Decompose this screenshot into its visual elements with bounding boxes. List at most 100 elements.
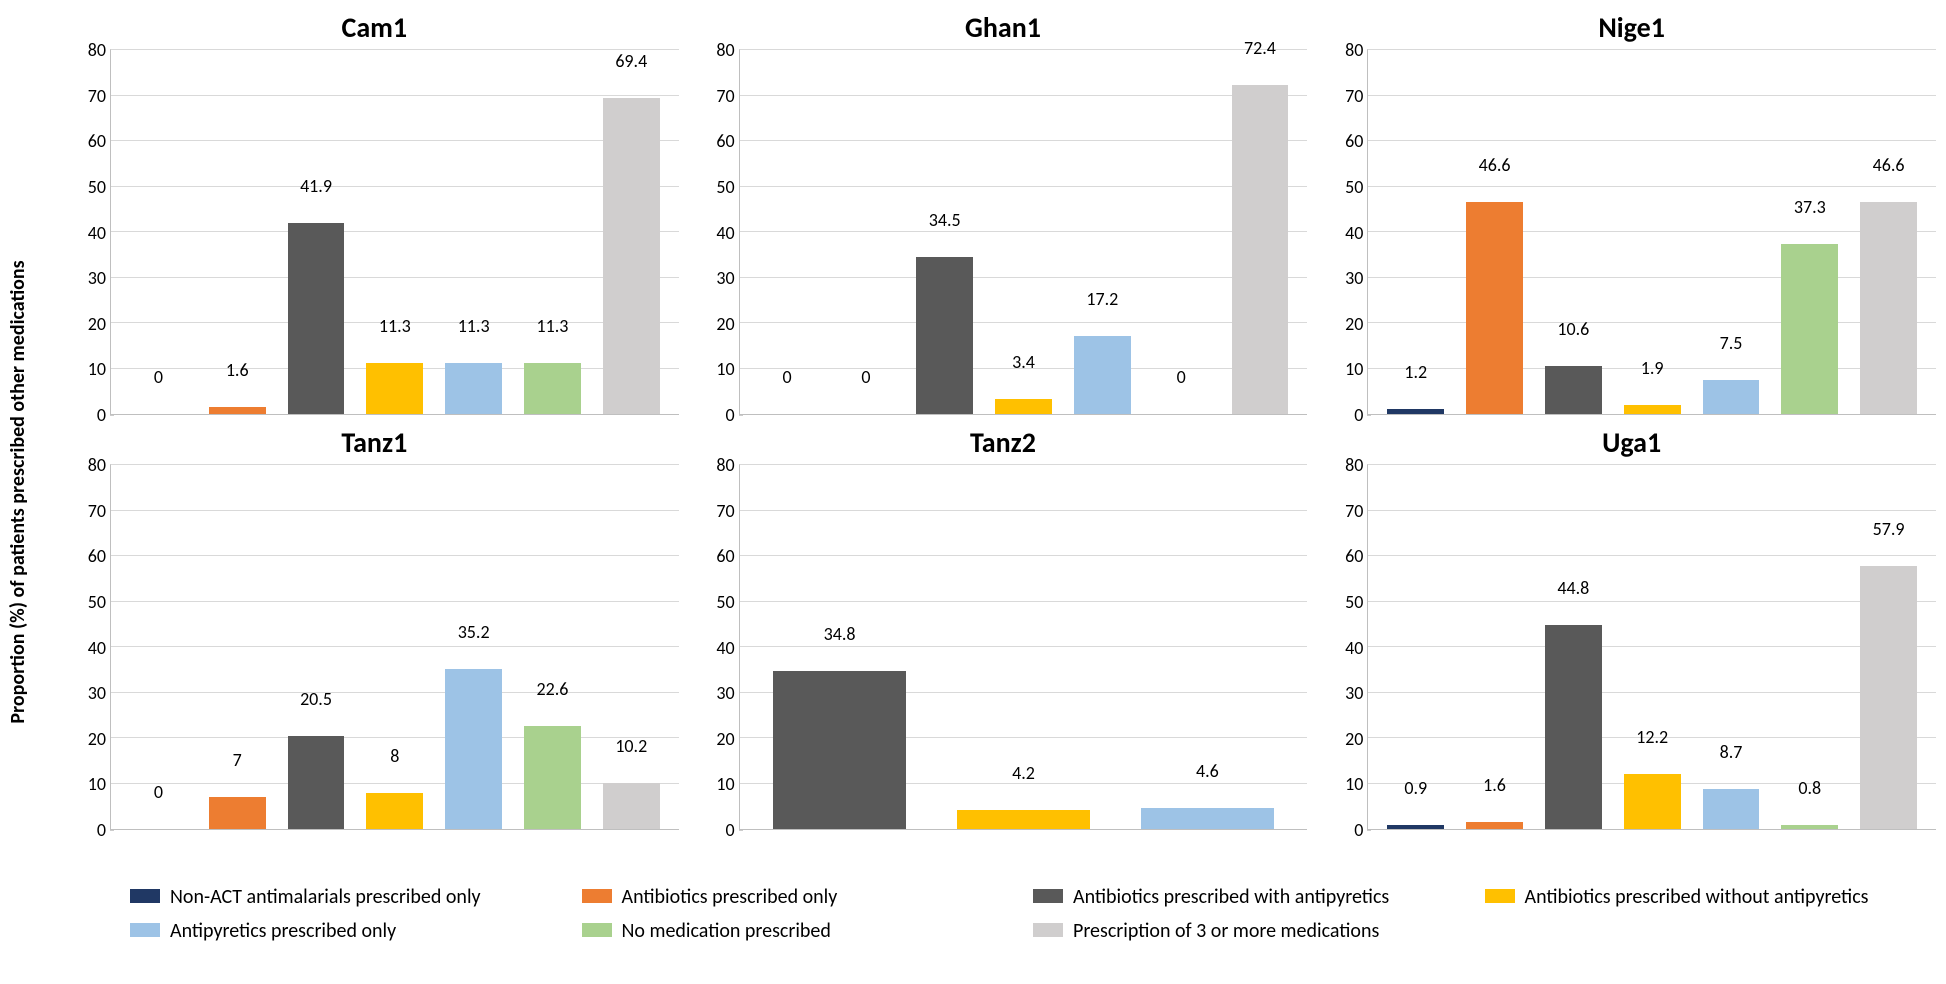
- plot-area: 1.246.610.61.97.537.346.6: [1367, 50, 1936, 415]
- plot-row: 010203040506070800.91.644.812.28.70.857.…: [1327, 465, 1936, 830]
- panel-title: Ghan1: [699, 10, 1308, 45]
- plot-area: 0.91.644.812.28.70.857.9: [1367, 465, 1936, 830]
- bar-value-label: 4.6: [1196, 760, 1219, 784]
- bar-slot: 3.4: [984, 50, 1063, 414]
- y-tick-label: 10: [1327, 358, 1363, 380]
- y-tick-label: 80: [1327, 39, 1363, 61]
- legend-item: No medication prescribed: [582, 919, 1014, 943]
- y-tick-label: 20: [699, 313, 735, 335]
- bar-slot: 4.6: [1115, 465, 1299, 829]
- y-tick-label: 50: [1327, 176, 1363, 198]
- y-tick-label: 40: [70, 637, 106, 659]
- bar: [916, 257, 973, 414]
- y-tick-label: 20: [70, 728, 106, 750]
- y-axis: 01020304050607080: [1327, 465, 1367, 830]
- y-tick-label: 20: [1327, 728, 1363, 750]
- bars-container: 01.641.911.311.311.369.4: [111, 50, 679, 414]
- bar: [524, 726, 581, 829]
- y-tick-label: 10: [699, 358, 735, 380]
- bar-value-label: 37.3: [1794, 196, 1826, 220]
- bar-slot: 0: [826, 50, 905, 414]
- y-tick-label: 20: [70, 313, 106, 335]
- y-tick-label: 30: [1327, 267, 1363, 289]
- bar-value-label: 1.6: [226, 359, 249, 383]
- bars-container: 0034.53.417.2072.4: [740, 50, 1308, 414]
- y-tick-label: 40: [699, 637, 735, 659]
- legend-label: Antibiotics prescribed only: [622, 885, 838, 909]
- bar-value-label: 10.2: [615, 735, 647, 759]
- legend-swatch: [130, 889, 160, 903]
- y-tick-label: 70: [699, 500, 735, 522]
- bar-value-label: 4.2: [1012, 762, 1035, 786]
- bar-value-label: 11.3: [458, 315, 490, 339]
- bar-value-label: 69.4: [615, 50, 647, 74]
- legend-swatch: [582, 923, 612, 937]
- chart-panel: Tanz1010203040506070800720.5835.222.610.…: [70, 425, 679, 830]
- bar: [603, 783, 660, 829]
- y-tick-label: 70: [70, 500, 106, 522]
- bar-slot: 0: [1142, 50, 1221, 414]
- bar: [1466, 202, 1523, 414]
- plot-row: 010203040506070801.246.610.61.97.537.346…: [1327, 50, 1936, 415]
- y-tick-label: 40: [1327, 222, 1363, 244]
- y-tick-label: 0: [699, 404, 735, 426]
- y-tick-label: 50: [699, 591, 735, 613]
- legend-label: Antipyretics prescribed only: [170, 919, 396, 943]
- legend-swatch: [1485, 889, 1515, 903]
- legend-label: Prescription of 3 or more medications: [1073, 919, 1379, 943]
- bar-value-label: 12.2: [1636, 726, 1668, 750]
- y-tick-label: 20: [1327, 313, 1363, 335]
- bar-value-label: 1.6: [1483, 774, 1506, 798]
- panel-grid: Cam10102030405060708001.641.911.311.311.…: [70, 10, 1936, 830]
- y-tick-label: 60: [699, 545, 735, 567]
- y-tick-label: 10: [699, 773, 735, 795]
- plot-row: 0102030405060708001.641.911.311.311.369.…: [70, 50, 679, 415]
- bar-value-label: 7.5: [1720, 332, 1743, 356]
- legend-swatch: [582, 889, 612, 903]
- bar-value-label: 35.2: [458, 621, 490, 645]
- bar: [1545, 366, 1602, 414]
- bars-container: 0.91.644.812.28.70.857.9: [1368, 465, 1936, 829]
- y-axis: 01020304050607080: [70, 465, 110, 830]
- y-axis-master-label: Proportion (%) of patients prescribed ot…: [6, 260, 30, 723]
- y-tick-label: 70: [699, 85, 735, 107]
- bar-value-label: 7: [233, 749, 242, 773]
- y-tick-label: 50: [70, 176, 106, 198]
- y-tick-label: 20: [699, 728, 735, 750]
- bar-value-label: 17.2: [1086, 288, 1118, 312]
- plot-row: 010203040506070800720.5835.222.610.2: [70, 465, 679, 830]
- y-tick-label: 10: [70, 358, 106, 380]
- bar-value-label: 11.3: [537, 315, 569, 339]
- bar-slot: 11.3: [513, 50, 592, 414]
- figure: Proportion (%) of patients prescribed ot…: [10, 10, 1936, 974]
- bar-slot: 0: [119, 50, 198, 414]
- panel-title: Tanz1: [70, 425, 679, 460]
- bar-value-label: 8: [390, 745, 399, 769]
- bar-slot: 8.7: [1692, 465, 1771, 829]
- bar: [603, 98, 660, 414]
- bar-slot: 72.4: [1221, 50, 1300, 414]
- y-tick-label: 40: [70, 222, 106, 244]
- y-tick-label: 70: [70, 85, 106, 107]
- legend-item: Antipyretics prescribed only: [130, 919, 562, 943]
- legend-item: Antibiotics prescribed only: [582, 885, 1014, 909]
- bar-value-label: 3.4: [1012, 351, 1035, 375]
- bar-slot: 8: [355, 465, 434, 829]
- y-tick-label: 80: [70, 454, 106, 476]
- bar: [445, 363, 502, 414]
- bar: [1703, 789, 1760, 829]
- bar: [1781, 244, 1838, 414]
- bar: [1074, 336, 1131, 414]
- bar-slot: 12.2: [1613, 465, 1692, 829]
- bar-value-label: 1.9: [1641, 357, 1664, 381]
- bar-slot: 34.5: [905, 50, 984, 414]
- bar-value-label: 46.6: [1479, 154, 1511, 178]
- bar-slot: 34.8: [748, 465, 932, 829]
- bar-value-label: 72.4: [1244, 37, 1276, 61]
- plot-row: 010203040506070800034.53.417.2072.4: [699, 50, 1308, 415]
- chart-panel: Nige1010203040506070801.246.610.61.97.53…: [1327, 10, 1936, 415]
- legend-swatch: [1033, 889, 1063, 903]
- y-tick-label: 30: [699, 682, 735, 704]
- bar-slot: 1.2: [1376, 50, 1455, 414]
- y-tick-label: 40: [1327, 637, 1363, 659]
